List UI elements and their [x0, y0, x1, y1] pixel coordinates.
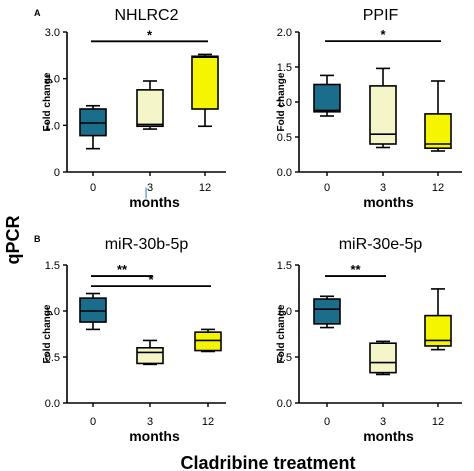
y-tick-label: 1.0	[277, 306, 292, 318]
y-tick-label: 1.0	[45, 306, 60, 318]
box-12-months	[191, 53, 219, 128]
y-tick-label: 0.0	[277, 167, 292, 179]
box-iqr	[313, 298, 341, 325]
x-tick-label: 3	[380, 182, 386, 194]
y-tick-label: 2.0	[45, 74, 60, 86]
box-0-months	[313, 295, 341, 329]
x-tick-label: 12	[432, 416, 444, 428]
chart-title: NHLRC2	[114, 7, 178, 24]
chart-title: miR-30e-5p	[339, 236, 423, 253]
box-iqr	[79, 297, 107, 323]
chart-x-axis-label: months	[129, 428, 180, 444]
box-12-months	[194, 328, 222, 353]
box-iqr	[313, 83, 341, 113]
x-tick-label: 0	[324, 182, 330, 194]
significance-label: *	[147, 27, 153, 42]
y-tick-label: 1.5	[45, 260, 60, 272]
box-iqr	[424, 314, 452, 347]
y-tick-label: 0.5	[277, 132, 292, 144]
significance-label: *	[380, 27, 386, 42]
chart-x-axis-label: months	[363, 428, 414, 444]
y-tick-label: 0.5	[277, 352, 292, 364]
y-tick-label: 3.0	[45, 27, 60, 39]
section-label-b: B	[34, 234, 41, 244]
y-tick-label: 1.0	[277, 97, 292, 109]
x-tick-label: 0	[90, 182, 96, 194]
box-3-months	[136, 339, 164, 366]
box-0-months	[313, 74, 341, 117]
x-tick-label: 0	[324, 416, 330, 428]
chart-panel-3: miR-30b-5p Fold change 0.0 0.5 1.0 1.5 0 3 12 mon…	[42, 236, 226, 444]
figure-x-axis-label: Cladribine treatment	[180, 453, 355, 471]
x-tick-label: 0	[90, 416, 96, 428]
box-iqr	[424, 113, 452, 150]
y-tick-label: 0.5	[45, 352, 60, 364]
annotation-mark: |	[144, 185, 147, 199]
x-tick-label: 12	[432, 182, 444, 194]
x-tick-label: 12	[202, 416, 214, 428]
chart-y-axis-label: Fold change	[42, 304, 53, 363]
chart-panel-2: PPIF Fold change 0.0 0.5 1.0 1.5 2.0 0 3 12 months…	[276, 7, 462, 210]
significance-label: **	[350, 262, 361, 277]
box-0-months	[79, 104, 107, 150]
x-tick-label: 3	[147, 416, 153, 428]
panels: NHLRC2 Fold change 0 1.0 2.0 3.0 0 3 12 months * | P…	[42, 7, 462, 444]
chart-y-axis-label: Fold change	[276, 304, 287, 363]
box-iqr	[369, 85, 397, 145]
chart-x-axis-label: months	[129, 194, 180, 210]
y-tick-label: 1.5	[277, 260, 292, 272]
y-tick-label: 2.0	[277, 27, 292, 39]
y-tick-label: 1.0	[45, 120, 60, 132]
chart-y-axis-label: Fold change	[276, 72, 287, 131]
y-tick-label: 1.5	[277, 62, 292, 74]
section-label-a: A	[34, 8, 41, 18]
significance-label: **	[117, 262, 128, 277]
y-tick-label: 0	[54, 167, 60, 179]
chart-y-axis-label: Fold change	[42, 72, 53, 131]
x-tick-label: 3	[147, 182, 153, 194]
box-0-months	[79, 292, 107, 331]
box-iqr	[369, 342, 397, 374]
box-3-months	[369, 67, 397, 149]
chart-panel-4: miR-30e-5p Fold change 0.0 0.5 1.0 1.5 0 3 12 mon…	[276, 236, 462, 444]
significance-label: *	[148, 272, 154, 287]
chart-panel-1: NHLRC2 Fold change 0 1.0 2.0 3.0 0 3 12 months * |	[42, 7, 226, 210]
figure-y-axis-label: qPCR	[3, 216, 23, 265]
chart-x-axis-label: months	[363, 194, 414, 210]
box-12-months	[424, 288, 452, 351]
box-iqr	[191, 55, 219, 110]
box-3-months	[369, 340, 397, 376]
box-iqr	[194, 331, 222, 352]
y-tick-label: 0.0	[45, 398, 60, 410]
chart-title: miR-30b-5p	[105, 236, 189, 253]
box-12-months	[424, 80, 452, 152]
box-iqr	[136, 89, 164, 128]
chart-title: PPIF	[363, 7, 399, 24]
y-tick-label: 0.0	[277, 398, 292, 410]
box-3-months	[136, 80, 164, 130]
x-tick-label: 3	[380, 416, 386, 428]
box-iqr	[136, 346, 164, 365]
x-tick-label: 12	[199, 182, 211, 194]
